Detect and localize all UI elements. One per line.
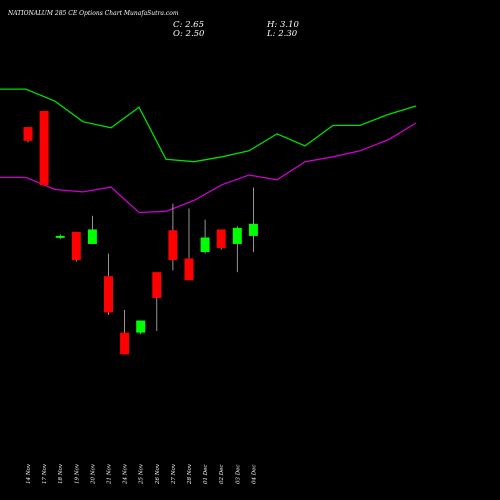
candle-body [104, 276, 113, 313]
close-readout: C: 2.65 [173, 20, 204, 30]
candle-body [71, 231, 81, 261]
x-tick-label: 21 Nov [107, 463, 113, 485]
candle-body [152, 272, 162, 298]
candle-body [216, 229, 226, 248]
upper-band-line [0, 88, 417, 163]
candle-body [87, 229, 97, 244]
candle-body [136, 320, 146, 333]
x-tick-label: 03 Dec [235, 465, 241, 485]
candle-body [232, 227, 242, 244]
open-readout: O: 2.50 [173, 29, 205, 39]
x-tick-label: 24 Nov [123, 463, 129, 485]
candle-body [39, 110, 49, 186]
candle-body [200, 237, 210, 253]
x-tick-label: 19 Nov [74, 463, 80, 484]
x-axis-ticks: 14 Nov 17 Nov 18 Nov 19 Nov 20 Nov 21 Nov 24 N… [26, 463, 257, 485]
low-readout: L: 2.30 [266, 29, 298, 39]
x-tick-label: 04 Dec [251, 465, 257, 485]
candle-body [168, 230, 178, 261]
candle-body [23, 127, 33, 141]
bands-layer [0, 88, 417, 214]
candle-body [184, 258, 194, 281]
x-tick-label: 02 Dec [219, 465, 225, 485]
x-tick-label: 20 Nov [90, 463, 96, 485]
candle-body [120, 332, 130, 355]
chart-title: NATIONALUM 285 CE Options Chart MunafaSu… [7, 10, 179, 17]
x-tick-label: 27 Nov [171, 463, 177, 485]
candle-body [55, 235, 65, 238]
candles-layer [23, 110, 258, 355]
x-tick-label: 01 Dec [203, 465, 209, 485]
high-readout: H: 3.10 [266, 20, 299, 30]
x-tick-label: 26 Nov [155, 463, 161, 485]
candle-body [248, 223, 258, 236]
x-tick-label: 18 Nov [58, 463, 64, 484]
x-tick-label: 28 Nov [187, 463, 193, 485]
x-tick-label: 25 Nov [139, 463, 145, 485]
x-tick-label: 14 Nov [26, 463, 32, 484]
x-tick-label: 17 Nov [42, 463, 48, 484]
lower-band-line [0, 122, 417, 214]
